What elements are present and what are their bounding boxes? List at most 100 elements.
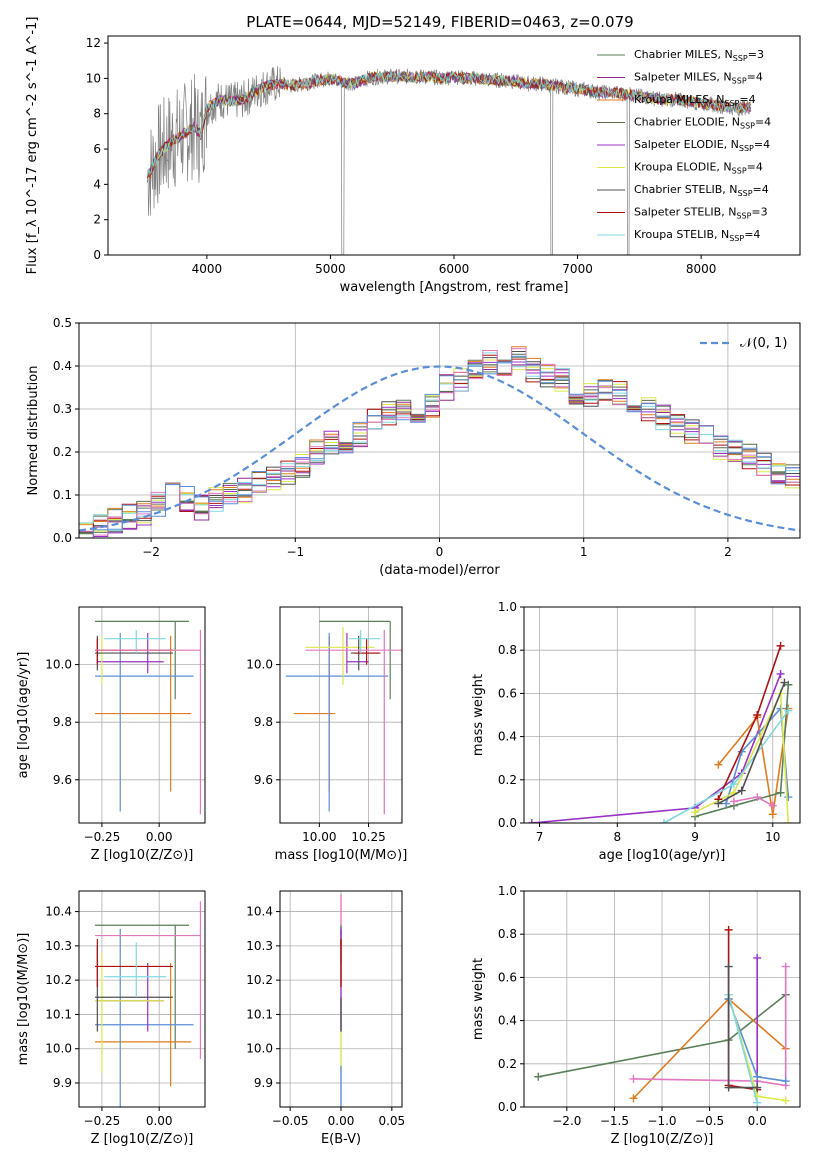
x-tick-label: 7 (536, 830, 544, 844)
model-line (147, 69, 752, 179)
y-tick-label: 0.2 (53, 445, 72, 459)
weight-marker (753, 1098, 762, 1107)
weight-marker (768, 810, 777, 819)
weight-marker (737, 786, 746, 795)
y-axis-label: mass weight (471, 958, 486, 1040)
residual-histogram (79, 359, 800, 532)
x-tick-label: 7000 (562, 262, 593, 276)
y-tick-label: 0.8 (498, 927, 517, 941)
plot-area (524, 891, 800, 1107)
x-tick-label: 6000 (439, 262, 470, 276)
legend-label: Chabrier STELIB, NSSP=4 (634, 183, 769, 198)
weight-marker (729, 780, 738, 789)
x-tick-label: 4000 (192, 262, 223, 276)
legend-label: Chabrier ELODIE, NSSP=4 (634, 116, 771, 131)
y-tick-label: 6 (93, 142, 101, 156)
y-tick-label: 10.0 (45, 1042, 72, 1056)
residual-histogram (79, 354, 800, 538)
y-tick-label: 0.0 (53, 531, 72, 545)
y-tick-label: 0.6 (498, 970, 517, 984)
x-tick-label: −1.0 (647, 1114, 676, 1128)
y-axis-label: Flux [f_λ 10^-17 erg cm^-2 s^-1 A^-1] (25, 17, 40, 275)
y-tick-label: 0.8 (498, 643, 517, 657)
y-tick-label: 10.1 (246, 1007, 273, 1021)
weight-marker (691, 808, 700, 817)
x-tick-label: 10.00 (302, 830, 336, 844)
y-tick-label: 9.8 (254, 715, 273, 729)
y-tick-label: 9.9 (53, 1076, 72, 1090)
weight-marker (714, 799, 723, 808)
panel-age_vs_Z: −0.25 0.00 9.6 9.8 10.0 Z [log10(Z/Z⊙)] age [l… (16, 606, 206, 863)
weight-marker (780, 678, 789, 687)
weight-marker (724, 962, 733, 971)
y-tick-label: 12 (86, 36, 101, 50)
y-tick-label: 0.4 (498, 730, 517, 744)
plot-area (147, 66, 752, 255)
weight-marker (784, 706, 793, 715)
weight-line (717, 708, 790, 815)
y-tick-label: 10.3 (246, 939, 273, 953)
y-axis-label: mass [log10(M/M⊙)] (16, 933, 31, 1066)
panel-mass_vs_EBV: −0.05 0.00 0.05 9.9 10.0 10.1 10.2 10.3 10.4 E(B-… (246, 890, 405, 1147)
weight-marker (527, 819, 536, 823)
y-tick-label: 9.6 (254, 773, 273, 787)
axes-frame (78, 322, 801, 539)
legend-label: Kroupa STELIB, NSSP=4 (634, 228, 760, 243)
x-tick-label: 2 (724, 545, 732, 559)
y-tick-label: 0.3 (53, 402, 72, 416)
axes-frame (279, 606, 403, 824)
weight-marker (768, 801, 777, 810)
x-tick-label: −2.0 (552, 1114, 581, 1128)
x-axis-label: Z [log10(Z/Z⊙)] (91, 848, 194, 863)
weight-marker (776, 669, 785, 678)
weight-line (694, 693, 790, 823)
axes-frame (279, 890, 403, 1108)
panel-residuals: −2 −1 0 1 2 0.0 0.1 0.2 0.3 0.4 0.5 (data-model)/er… (26, 316, 801, 578)
weight-marker (753, 953, 762, 962)
weight-marker (714, 760, 723, 769)
plot-area (280, 607, 402, 823)
x-tick-label: −0.05 (272, 1114, 309, 1128)
plot-area (79, 891, 205, 1107)
legend-label: Salpeter ELODIE, NSSP=4 (634, 138, 770, 153)
x-tick-label: −0.25 (84, 1114, 121, 1128)
weight-marker (781, 1077, 790, 1086)
legend-label: Kroupa ELODIE, NSSP=4 (634, 161, 763, 176)
weight-line (531, 673, 782, 823)
y-tick-label: 10 (86, 71, 101, 85)
y-tick-label: 4 (93, 177, 101, 191)
weight-marker (753, 1072, 762, 1081)
weight-marker (722, 799, 731, 808)
y-tick-label: 10.1 (45, 1007, 72, 1021)
weight-line (727, 966, 758, 1089)
x-tick-label: 1 (580, 545, 588, 559)
legend-label: 𝒩(0, 1) (740, 336, 787, 351)
weight-marker (753, 711, 762, 719)
x-tick-label: 10.25 (351, 830, 385, 844)
y-tick-label: 0.4 (53, 359, 72, 373)
plot-area (524, 607, 800, 823)
residual-histogram (79, 346, 800, 526)
y-tick-label: 10.0 (246, 1042, 273, 1056)
x-axis-label: mass [log10(M/M⊙)] (275, 848, 408, 863)
x-tick-label: −0.25 (84, 830, 121, 844)
axes-frame (78, 890, 206, 1108)
legend-label: Salpeter STELIB, NSSP=3 (634, 206, 768, 221)
legend-label: Salpeter MILES, NSSP=4 (634, 71, 763, 86)
x-axis-label: (data-model)/error (379, 563, 500, 578)
legend-label: Kroupa MILES, NSSP=4 (634, 93, 756, 108)
y-tick-label: 10.2 (45, 973, 72, 987)
x-tick-label: 10 (765, 830, 780, 844)
y-tick-label: 9.8 (53, 715, 72, 729)
weight-marker (776, 641, 785, 650)
panel-age_vs_mass: 10.00 10.25 9.6 9.8 10.0 mass [log10(M/M⊙)] (246, 606, 408, 863)
y-tick-label: 0.1 (53, 488, 72, 502)
y-tick-label: 0.6 (498, 686, 517, 700)
weight-marker (724, 925, 733, 934)
weight-marker (784, 819, 793, 823)
x-tick-label: −1 (286, 545, 304, 559)
plot-area (79, 607, 205, 823)
weight-line (717, 645, 782, 800)
x-tick-label: 0.05 (378, 1114, 405, 1128)
panel-weight_vs_Z: −2.0 −1.5 −1.0 −0.5 0.0 0.0 0.2 0.4 0.6 0.8 1.0 Z [… (471, 884, 801, 1147)
